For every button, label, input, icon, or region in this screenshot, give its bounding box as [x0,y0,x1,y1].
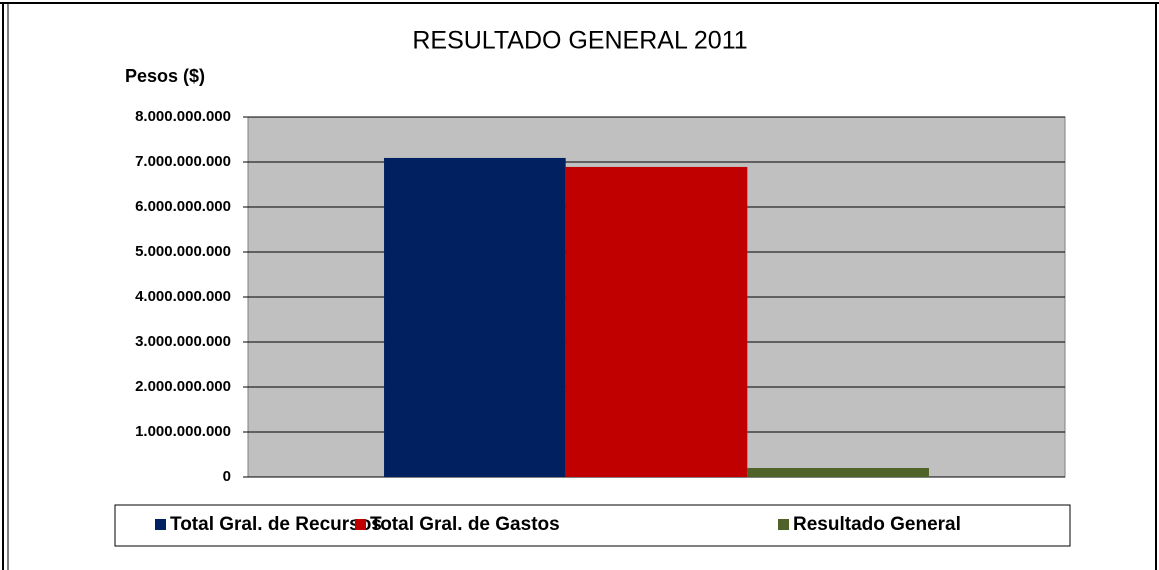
legend-swatch [778,519,789,530]
y-tick-label: 0 [223,468,231,485]
bar [565,166,748,477]
y-tick-label: 4.000.000.000 [135,288,231,305]
bar [384,157,566,477]
y-tick-label: 6.000.000.000 [135,198,231,215]
y-tick-label: 5.000.000.000 [135,243,231,260]
legend-label: Resultado General [793,514,961,535]
y-tick-label: 2.000.000.000 [135,378,231,395]
legend-label: Total Gral. de Gastos [370,514,560,535]
legend-swatch [155,519,166,530]
legend-swatch [355,519,366,530]
legend-label: Total Gral. de Recursos [170,514,382,535]
chart-title: RESULTADO GENERAL 2011 [412,27,747,55]
y-tick-label: 3.000.000.000 [135,333,231,350]
y-tick-label: 7.000.000.000 [135,153,231,170]
legend-box [114,504,1071,547]
y-tick-label: 8.000.000.000 [135,108,231,125]
y-tick-label: 1.000.000.000 [135,423,231,440]
bar [747,468,929,477]
y-axis-label: Pesos ($) [125,66,205,86]
